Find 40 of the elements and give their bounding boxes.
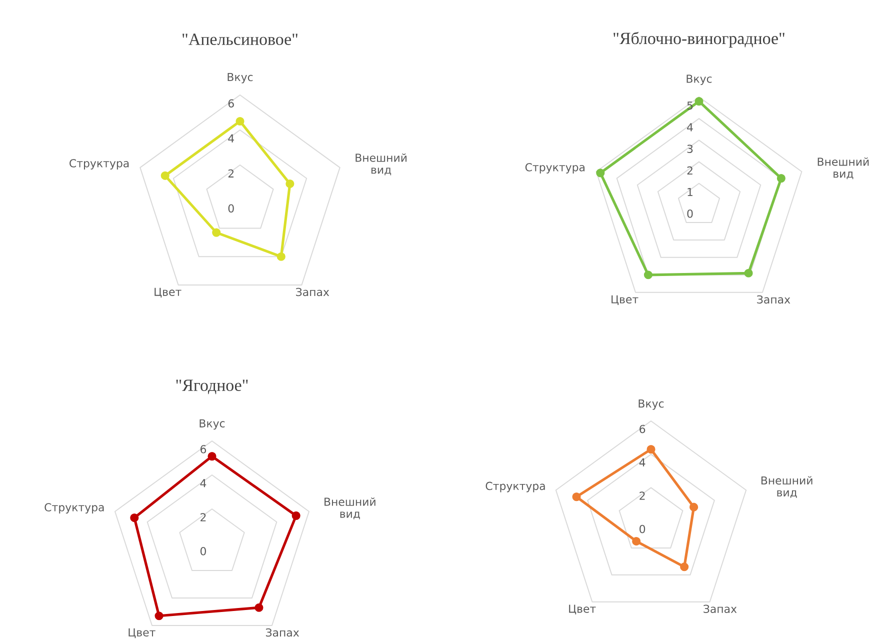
y-tick-label: 4	[687, 123, 693, 132]
spoke-label: Внешний вид	[818, 157, 869, 180]
spoke-label: Вкус	[686, 74, 712, 85]
spoke-label: Структура	[70, 159, 129, 170]
chart-title: "Яблочно-виноградное"	[614, 32, 784, 48]
spoke-label: Внешний вид	[356, 153, 406, 176]
spoke-label: Запах	[704, 604, 737, 614]
spoke-label: Внешний вид	[324, 497, 376, 520]
y-tick-label: 2	[200, 513, 206, 522]
spoke-label: Цвет	[612, 295, 638, 306]
y-tick-label: 6	[640, 424, 646, 434]
y-tick-label: 0	[200, 547, 206, 556]
spoke-label: Запах	[757, 295, 790, 304]
spoke-label: Цвет	[154, 288, 182, 298]
y-tick-label: 0	[228, 204, 234, 213]
spoke-label: Запах	[296, 288, 330, 296]
y-tick-label: 6	[228, 99, 234, 108]
y-tick-label: 0	[640, 524, 646, 534]
y-tick-label: 1	[688, 188, 692, 196]
spoke-label: Цвет	[569, 604, 596, 614]
spoke-label: Структура	[525, 163, 584, 174]
y-tick-label: 4	[639, 458, 646, 466]
y-tick-label: 0	[687, 210, 693, 218]
y-tick-label: 2	[228, 169, 234, 178]
y-tick-label: 4	[200, 479, 206, 488]
y-tick-label: 3	[687, 144, 693, 153]
spoke-label: Вкус	[228, 73, 253, 84]
y-tick-label: 6	[200, 445, 206, 454]
spoke-label: Вкус	[638, 400, 664, 410]
y-tick-label: 4	[228, 134, 234, 142]
spoke-label: Запах	[266, 628, 300, 637]
spoke-label: Внешний вид	[761, 476, 812, 498]
chart-title: "Ягодное"	[176, 380, 248, 394]
spoke-label: Цвет	[128, 628, 156, 638]
spoke-label: Вкус	[200, 419, 225, 430]
y-tick-label: 2	[640, 492, 645, 500]
y-tick-label: 2	[687, 166, 692, 174]
spoke-label: Структура	[486, 482, 545, 492]
spoke-label: Структура	[44, 503, 104, 514]
chart-title: "Апельсиновое"	[182, 34, 298, 46]
